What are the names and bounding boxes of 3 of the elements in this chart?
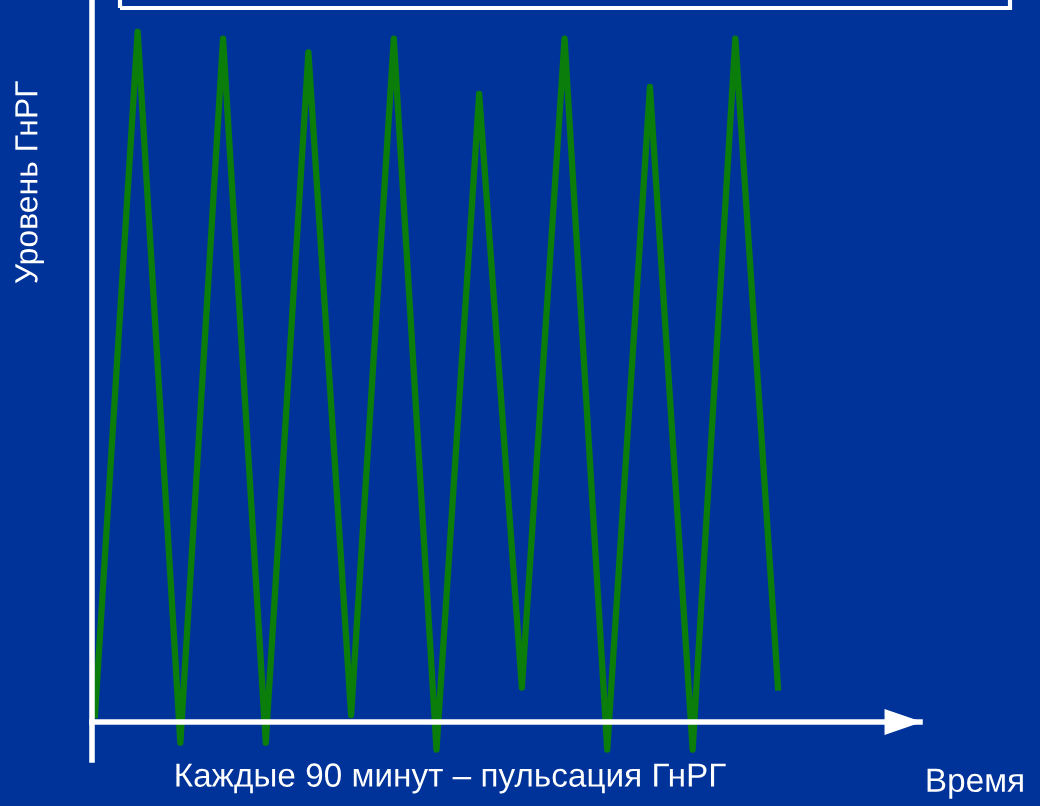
y-axis-title: Уровень ГнРГ	[15, 81, 44, 284]
x-axis-title: Время	[927, 768, 1023, 799]
text: Каждые 90 минут – пульсация ГнРГ	[176, 763, 726, 794]
